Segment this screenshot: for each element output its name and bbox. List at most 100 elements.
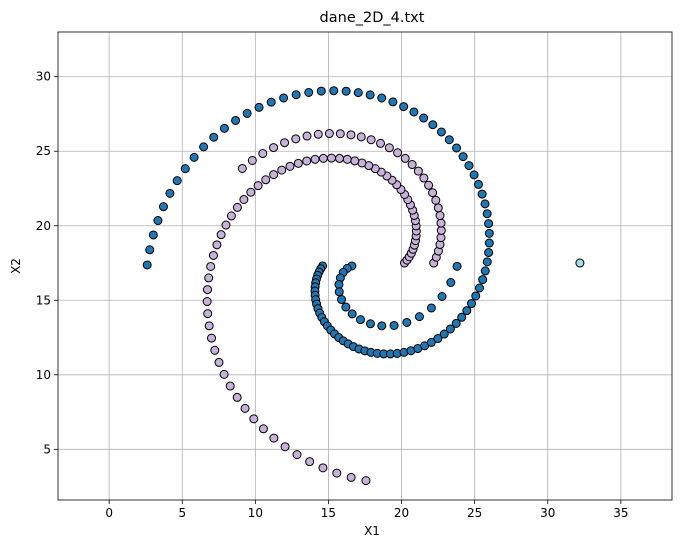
data-point-series-1 [428,120,438,130]
data-point-series-2 [226,211,236,221]
data-point-series-2 [384,143,394,153]
data-point-series-2 [366,135,376,145]
data-point-series-1 [304,87,314,97]
data-point-series-1 [484,228,494,238]
y-tick-label: 10 [36,368,51,382]
data-point-series-1 [209,132,219,142]
data-point-series-2 [407,160,417,170]
data-point-series-1 [480,199,490,209]
data-point-series-1 [458,152,468,162]
data-point-series-2 [261,175,271,185]
x-tick-label: 5 [178,506,186,520]
data-point-series-1 [402,317,412,327]
data-point-series-1 [153,216,163,226]
data-point-series-2 [292,450,302,460]
data-point-series-1 [145,245,155,255]
data-point-series-1 [452,143,462,153]
data-point-series-2 [253,181,263,191]
data-point-series-2 [203,309,213,319]
data-point-series-2 [219,369,229,379]
x-tick-label: 20 [394,506,409,520]
data-point-series-2 [356,132,366,142]
x-tick-label: 30 [540,506,555,520]
data-point-series-2 [431,195,441,205]
data-points [142,86,585,486]
data-point-series-1 [377,321,387,331]
data-point-series-2 [335,129,345,139]
data-point-series-2 [225,381,235,391]
y-tick-label: 15 [36,293,51,307]
data-point-series-3 [575,258,585,268]
data-point-series-1 [165,188,175,198]
data-point-series-1 [180,164,190,174]
data-point-series-2 [214,357,224,367]
data-point-series-1 [199,142,209,152]
data-point-series-2 [249,414,259,424]
data-point-series-2 [212,240,222,250]
data-point-series-2 [258,149,268,159]
data-point-series-2 [324,129,334,139]
data-point-series-2 [305,457,315,467]
x-tick-label: 0 [105,506,113,520]
data-point-series-1 [388,97,398,107]
x-axis-label: X1 [364,524,380,538]
data-point-series-2 [291,134,301,144]
x-tick-label: 10 [248,506,263,520]
data-point-series-1 [482,209,492,219]
data-point-series-1 [242,108,252,118]
data-point-series-1 [439,329,449,339]
data-point-series-2 [258,424,268,434]
data-point-series-2 [280,138,290,148]
data-point-series-2 [361,476,371,486]
data-point-series-1 [172,176,182,186]
data-point-series-2 [376,138,386,148]
data-point-series-1 [484,248,494,258]
data-point-series-2 [342,154,352,164]
data-point-series-2 [247,155,257,165]
data-point-series-2 [269,170,279,180]
data-point-series-2 [269,143,279,153]
data-point-series-2 [435,211,445,221]
data-point-series-1 [142,260,152,270]
data-point-series-2 [232,202,242,212]
data-point-series-2 [240,403,250,413]
data-point-series-2 [232,392,242,402]
data-point-series-1 [377,93,387,103]
data-point-series-1 [279,93,289,103]
data-point-series-2 [204,273,214,283]
data-point-series-2 [419,173,429,183]
data-point-series-2 [346,472,356,482]
data-point-series-1 [451,318,461,328]
data-point-series-1 [464,161,474,171]
data-point-series-2 [277,165,287,175]
data-point-series-1 [436,127,446,137]
data-point-series-1 [365,90,375,100]
data-point-series-1 [426,337,436,347]
x-tick-label: 35 [613,506,628,520]
data-point-series-1 [469,170,479,180]
data-point-series-1 [482,257,492,267]
data-point-series-1 [480,266,490,276]
data-point-series-2 [246,187,256,197]
data-point-series-1 [467,299,477,309]
data-point-series-1 [462,306,472,316]
data-point-series-1 [409,107,419,117]
data-point-series-2 [433,203,443,213]
data-point-series-1 [329,86,339,96]
data-point-series-1 [445,324,455,334]
data-point-series-1 [353,88,363,98]
data-point-series-1 [337,295,347,305]
chart-title: dane_2D_4.txt [320,10,425,26]
x-tick-label: 25 [467,506,482,520]
data-point-series-1 [478,275,488,285]
data-point-series-2 [208,250,218,260]
data-point-series-1 [334,279,344,289]
plot-frame [57,31,673,501]
data-point-series-2 [207,333,217,343]
data-point-series-2 [318,463,328,473]
data-point-series-2 [239,194,249,204]
data-point-series-1 [148,230,158,240]
y-tick-label: 25 [36,144,51,158]
data-point-series-2 [206,261,216,271]
data-point-series-2 [202,297,212,307]
